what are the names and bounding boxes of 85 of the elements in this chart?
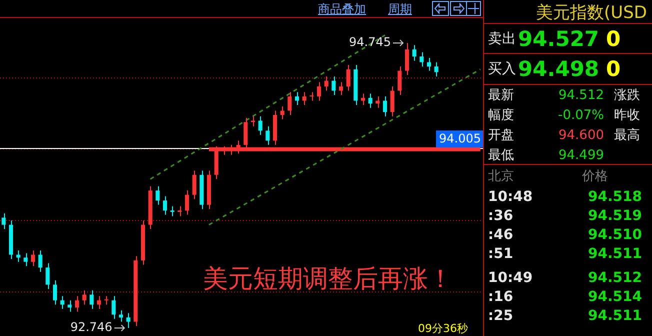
- candlestick: [420, 52, 424, 67]
- text: 商品叠加: [318, 1, 366, 18]
- candlestick: [434, 62, 438, 77]
- annotation: 94.745: [349, 35, 391, 50]
- candlestick: [46, 262, 50, 290]
- text: 94.600: [558, 128, 604, 144]
- text: 买入: [488, 61, 516, 77]
- text: 美元指数(USD: [536, 2, 647, 24]
- candlestick: [112, 296, 116, 320]
- candlestick: [184, 190, 190, 216]
- text: 94.512: [558, 88, 604, 104]
- candlestick: [376, 96, 380, 108]
- candlestick: [178, 206, 182, 217]
- text: 94.512: [586, 270, 642, 286]
- candlestick: [426, 57, 432, 72]
- text: 94.519: [586, 208, 642, 224]
- text: 94.527: [518, 27, 600, 51]
- candlestick: [368, 93, 372, 108]
- text: 10:49: [488, 270, 534, 286]
- ref-line-label: 94.005: [439, 132, 481, 146]
- candlestick: [382, 96, 388, 117]
- candlestick: [52, 280, 58, 306]
- text: 94.510: [586, 227, 642, 244]
- text: 94.511: [586, 308, 642, 324]
- candlestick: [118, 310, 124, 322]
- text: 北京: [488, 169, 515, 185]
- candlestick: [338, 82, 344, 96]
- text: :25: [488, 308, 514, 324]
- candlestick: [398, 66, 402, 96]
- text: :36: [488, 208, 514, 224]
- text: 94.511: [586, 246, 642, 262]
- candlestick: [288, 92, 292, 116]
- candlestick: [404, 42, 410, 76]
- candlestick: [170, 206, 174, 217]
- text: 最低: [488, 148, 515, 164]
- text: 昨收: [614, 108, 641, 124]
- text: 94.499: [558, 148, 604, 164]
- text: 94.518: [586, 189, 642, 206]
- text: 10:48: [488, 189, 534, 206]
- candlestick: [332, 76, 336, 96]
- candlestick: [90, 290, 94, 310]
- text: 开盘: [488, 128, 515, 144]
- text: 价格: [582, 169, 609, 185]
- candlestick: [38, 250, 42, 272]
- candlestick: [156, 186, 160, 206]
- text: 周期: [388, 1, 412, 18]
- candlestick: [82, 290, 86, 306]
- text: 最高: [614, 128, 641, 144]
- text: :51: [488, 246, 514, 262]
- candlestick: [74, 296, 80, 312]
- candlestick: [250, 116, 256, 127]
- candlestick: [16, 250, 20, 262]
- candlestick: [30, 250, 36, 267]
- text: 最新: [488, 88, 515, 104]
- text: 涨跌: [614, 88, 641, 104]
- candlestick: [324, 76, 328, 92]
- text: 0: [606, 27, 622, 52]
- candlestick: [96, 296, 102, 310]
- text: 94.514: [586, 289, 642, 306]
- candlestick: [346, 64, 350, 92]
- candlestick: [60, 296, 64, 310]
- annotation: 92.746: [70, 320, 112, 334]
- candlestick: [294, 92, 300, 106]
- text: 0: [606, 57, 622, 82]
- annotation: 09分36秒: [418, 321, 468, 336]
- candlestick: [280, 106, 284, 120]
- candlestick: [162, 196, 168, 216]
- text: :16: [488, 289, 514, 306]
- text: -0.07%: [557, 108, 604, 124]
- candlestick: [266, 126, 270, 146]
- text: :46: [488, 227, 514, 244]
- text: 94.498: [518, 57, 600, 81]
- candlestick: [390, 86, 394, 117]
- annotation: 美元短期调整后再涨！: [203, 263, 453, 295]
- text: 卖出: [488, 31, 516, 47]
- candlestick: [192, 170, 196, 200]
- candlestick: [316, 82, 322, 102]
- candlestick: [2, 212, 6, 230]
- candlestick: [24, 252, 28, 267]
- candlestick: [302, 92, 306, 106]
- candlestick: [68, 300, 72, 312]
- candlestick: [258, 116, 262, 136]
- candlestick: [412, 44, 416, 62]
- text: 幅度: [488, 108, 515, 124]
- candlestick: [126, 312, 130, 329]
